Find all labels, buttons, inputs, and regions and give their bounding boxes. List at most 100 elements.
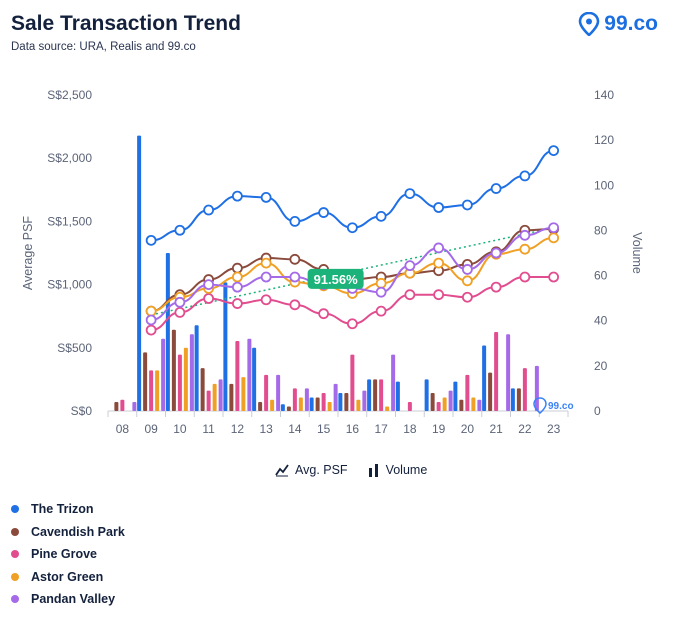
right-axis-tick: 60: [594, 269, 608, 283]
psf-point: [174, 224, 186, 236]
psf-point: [174, 307, 186, 318]
volume-bar: [161, 338, 166, 411]
psf-point: [346, 318, 358, 330]
volume-bar: [241, 377, 246, 411]
volume-bar: [338, 392, 343, 411]
volume-bar: [120, 399, 125, 411]
legend-label: Pandan Valley: [31, 592, 116, 607]
volume-bar: [350, 354, 355, 411]
left-axis-tick: S$2,500: [47, 88, 92, 102]
volume-bar: [385, 406, 390, 411]
psf-point: [461, 275, 473, 287]
volume-bar: [430, 392, 435, 411]
volume-bar: [344, 392, 349, 411]
psf-point: [346, 222, 358, 234]
volume-bar: [149, 370, 154, 411]
volume-bar: [482, 345, 487, 411]
volume-bar: [477, 399, 482, 411]
chart-type-legend: Avg. PSF Volume: [275, 463, 447, 477]
psf-point: [289, 215, 301, 227]
bar-chart-icon: [368, 464, 378, 477]
psf-point: [461, 199, 473, 211]
volume-bar: [367, 379, 372, 411]
right-axis-tick: 0: [594, 404, 601, 418]
psf-point: [231, 298, 243, 309]
psf-point: [289, 299, 301, 311]
volume-bar: [471, 397, 476, 411]
volume-bar: [356, 399, 361, 411]
psf-point: [490, 281, 502, 293]
volume-bar: [395, 381, 400, 411]
volume-bar: [258, 401, 263, 411]
psf-point: [260, 191, 272, 203]
psf-point: [548, 145, 560, 157]
volume-bar: [534, 365, 539, 411]
psf-point: [318, 207, 330, 218]
legend-item[interactable]: Pine Grove: [11, 543, 125, 566]
psf-point: [548, 271, 560, 283]
psf-point: [433, 289, 445, 301]
volume-bar: [510, 388, 515, 411]
x-axis-tick: 14: [288, 422, 302, 436]
right-axis-tick: 100: [594, 178, 614, 192]
legend-swatch: [11, 572, 19, 581]
legend-swatch: [11, 550, 19, 559]
psf-point: [289, 271, 301, 283]
volume-bar: [379, 379, 384, 411]
volume-bar: [206, 390, 211, 411]
chart-subtitle: Data source: URA, Realis and 99.co: [11, 41, 196, 53]
volume-bar: [448, 390, 453, 411]
volume-bar: [177, 354, 182, 411]
psf-point: [145, 234, 157, 246]
psf-point: [145, 324, 157, 336]
left-axis-tick: S$1,500: [47, 214, 92, 228]
volume-bar: [183, 347, 188, 411]
x-axis-tick: 13: [259, 422, 273, 436]
line-chart-icon: [275, 464, 289, 477]
psf-point: [548, 222, 560, 234]
legend-item[interactable]: Cavendish Park: [11, 521, 125, 544]
legend-avg-psf[interactable]: Avg. PSF: [275, 463, 348, 477]
volume-bar: [362, 390, 367, 411]
volume-bar: [516, 388, 521, 411]
left-axis-tick: S$500: [57, 341, 92, 355]
volume-bar: [506, 334, 511, 411]
trend-badge-bg: [307, 268, 364, 289]
legend-item[interactable]: Pandan Valley: [11, 588, 125, 611]
brand-name: 99.co: [604, 12, 658, 35]
psf-point: [490, 247, 502, 259]
legend-swatch: [11, 505, 19, 514]
volume-bar: [304, 388, 309, 411]
volume-bar: [494, 332, 499, 411]
volume-bar: [114, 401, 119, 411]
legend-volume[interactable]: Volume: [368, 463, 427, 477]
watermark-pin-icon: [533, 397, 547, 414]
volume-bar: [309, 397, 314, 411]
psf-point: [433, 202, 445, 213]
volume-bar: [165, 253, 170, 411]
legend-item[interactable]: Astor Green: [11, 566, 125, 589]
psf-point: [231, 281, 243, 293]
volume-bar: [321, 392, 326, 411]
volume-bar: [522, 368, 527, 411]
left-axis-tick: S$2,000: [47, 151, 92, 165]
volume-bar: [132, 401, 137, 411]
volume-bar: [327, 401, 332, 411]
x-axis-tick: 15: [317, 422, 331, 436]
psf-point: [203, 204, 215, 216]
volume-bar: [218, 379, 223, 411]
legend-item[interactable]: The Trizon: [11, 498, 125, 521]
psf-point: [203, 293, 215, 304]
x-axis-tick: 21: [489, 422, 503, 436]
psf-point: [231, 271, 243, 283]
volume-bar: [155, 370, 160, 411]
psf-point: [519, 271, 531, 283]
volume-bar: [465, 374, 470, 411]
psf-point: [145, 305, 157, 317]
volume-bar: [459, 399, 464, 411]
x-axis-tick: 08: [116, 422, 130, 436]
volume-bar: [276, 374, 281, 411]
watermark-logo: 99.co: [533, 397, 574, 414]
psf-point: [404, 260, 416, 272]
x-axis-tick: 09: [144, 422, 158, 436]
